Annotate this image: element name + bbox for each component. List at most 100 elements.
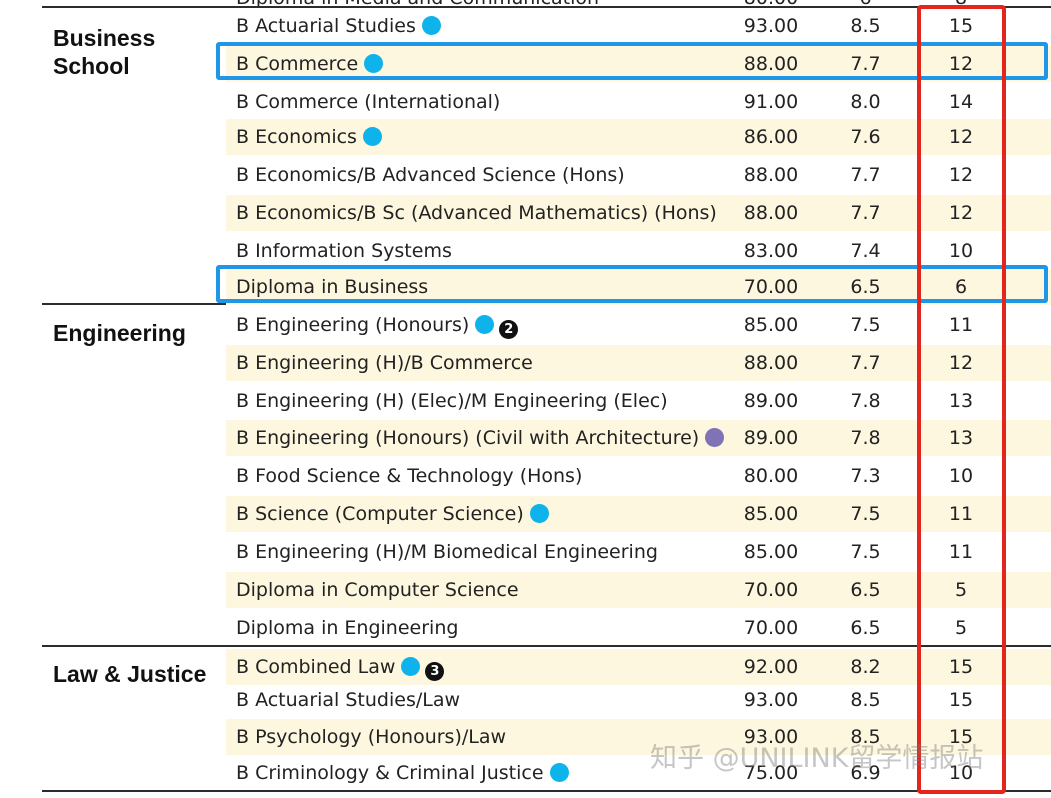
program-name-text: B Commerce (236, 53, 359, 75)
program-name-text: B Actuarial Studies/Law (236, 689, 461, 711)
ib-value-text: 7.7 (850, 202, 881, 224)
ib-value-text: 7.7 (850, 164, 881, 186)
gpa-value: 15 (920, 656, 1002, 678)
ib-value: 7.8 (828, 427, 903, 449)
atar-value-text: 88.00 (743, 202, 799, 224)
ib-value: 7.8 (828, 390, 903, 412)
atar-value: 85.00 (720, 314, 822, 336)
ib-value-text: 7.5 (850, 314, 881, 336)
atar-value-text: 85.00 (743, 314, 799, 336)
atar-value-text: 93.00 (743, 726, 799, 748)
gpa-value-text: 10 (948, 762, 974, 784)
ib-value-text: 7.7 (850, 53, 881, 75)
program-name: Diploma in Computer Science (236, 579, 519, 601)
gpa-value: 13 (920, 390, 1002, 412)
gpa-value-text: 12 (948, 126, 974, 148)
program-name-text: B Actuarial Studies (236, 15, 416, 37)
blue-dot-icon (475, 315, 495, 334)
gpa-value-text: 10 (948, 465, 974, 487)
table-row (226, 345, 1051, 381)
atar-value: 89.00 (720, 390, 822, 412)
faculty-heading: Engineering (53, 319, 186, 347)
gpa-value: 12 (920, 53, 1002, 75)
program-name: B Engineering (H)/B Commerce (236, 352, 533, 374)
gpa-value: 10 (920, 465, 1002, 487)
ib-value-text: 6 (859, 0, 871, 9)
atar-value-text: 70.00 (743, 579, 799, 601)
blue-dot-icon (421, 16, 441, 35)
atar-value: 86.00 (720, 126, 822, 148)
gpa-value-text: 12 (948, 53, 974, 75)
atar-value: 75.00 (720, 762, 822, 784)
ib-value: 8.5 (828, 689, 903, 711)
program-name: B Economics/B Advanced Science (Hons) (236, 164, 625, 186)
atar-value-text: 89.00 (743, 390, 799, 412)
faculty-heading-line: School (53, 53, 130, 79)
ib-value-text: 7.7 (850, 352, 881, 374)
ib-value: 7.7 (828, 164, 903, 186)
ib-value-text: 6.5 (850, 617, 881, 639)
atar-value-text: 93.00 (743, 15, 799, 37)
program-name-text: B Food Science & Technology (Hons) (236, 465, 583, 487)
faculty-heading: Business School (53, 24, 155, 80)
table-row (226, 420, 1051, 456)
atar-value: 83.00 (720, 240, 822, 262)
atar-value-text: 75.00 (743, 762, 799, 784)
program-name-text: B Economics/B Sc (Advanced Mathematics) … (236, 202, 717, 224)
program-name-text: B Engineering (H)/B Commerce (236, 352, 533, 374)
program-name: B Engineering (H)/M Biomedical Engineeri… (236, 541, 658, 563)
ib-value-text: 7.8 (850, 427, 881, 449)
atar-value-text: 80.00 (743, 465, 799, 487)
gpa-value-text: 15 (948, 689, 974, 711)
gpa-value-text: 5 (954, 617, 968, 639)
atar-value: 93.00 (720, 689, 822, 711)
program-name: B Criminology & Criminal Justice (236, 762, 569, 784)
ib-value: 7.6 (828, 126, 903, 148)
table-row (226, 719, 1051, 755)
faculty-heading-line: Law & Justice (53, 661, 207, 687)
atar-value-text: 85.00 (743, 541, 799, 563)
program-name: B Actuarial Studies/Law (236, 689, 460, 711)
atar-value: 91.00 (720, 91, 822, 113)
footnote-badge: 3 (425, 662, 445, 681)
table-row (226, 195, 1051, 231)
footnote-badge: 2 (499, 320, 519, 339)
gpa-value-text: 15 (948, 656, 974, 678)
row-highlight-box (216, 42, 1048, 80)
program-name-text: B Criminology & Criminal Justice (236, 762, 544, 784)
table-row (226, 496, 1051, 532)
ib-value-text: 6.5 (850, 579, 881, 601)
atar-value: 80.00 (720, 0, 822, 9)
gpa-value: 12 (920, 352, 1002, 374)
program-name: B Psychology (Honours)/Law (236, 726, 506, 748)
program-name-text: B Engineering (H) (Elec)/M Engineering (… (236, 390, 668, 412)
gpa-value-text: 10 (948, 240, 974, 262)
ib-value-text: 7.8 (850, 390, 881, 412)
atar-value: 70.00 (720, 276, 822, 298)
gpa-value: 15 (920, 689, 1002, 711)
ib-value: 7.5 (828, 541, 903, 563)
program-name-text: B Economics/B Advanced Science (Hons) (236, 164, 625, 186)
ib-value-text: 6.9 (850, 762, 881, 784)
atar-value: 88.00 (720, 202, 822, 224)
purple-dot-icon (705, 428, 725, 447)
program-name-text: Diploma in Business (236, 276, 429, 298)
gpa-value: 14 (920, 91, 1002, 113)
ib-value: 8.5 (828, 726, 903, 748)
faculty-heading-line: Engineering (53, 320, 186, 346)
gpa-value: 12 (920, 164, 1002, 186)
blue-dot-icon (401, 657, 421, 676)
gpa-value: 13 (920, 427, 1002, 449)
program-name-text: Diploma in Media and Communication (236, 0, 599, 9)
gpa-value: 5 (920, 579, 1002, 601)
gpa-value: 10 (920, 762, 1002, 784)
gpa-value: 11 (920, 503, 1002, 525)
gpa-value: 10 (920, 240, 1002, 262)
gpa-value-text: 13 (948, 390, 974, 412)
gpa-column-highlight (917, 5, 1006, 794)
gpa-value-text: 12 (948, 202, 974, 224)
atar-value: 70.00 (720, 617, 822, 639)
row-highlight-box (216, 265, 1048, 303)
atar-value: 70.00 (720, 579, 822, 601)
program-name: B Engineering (H) (Elec)/M Engineering (… (236, 390, 668, 412)
